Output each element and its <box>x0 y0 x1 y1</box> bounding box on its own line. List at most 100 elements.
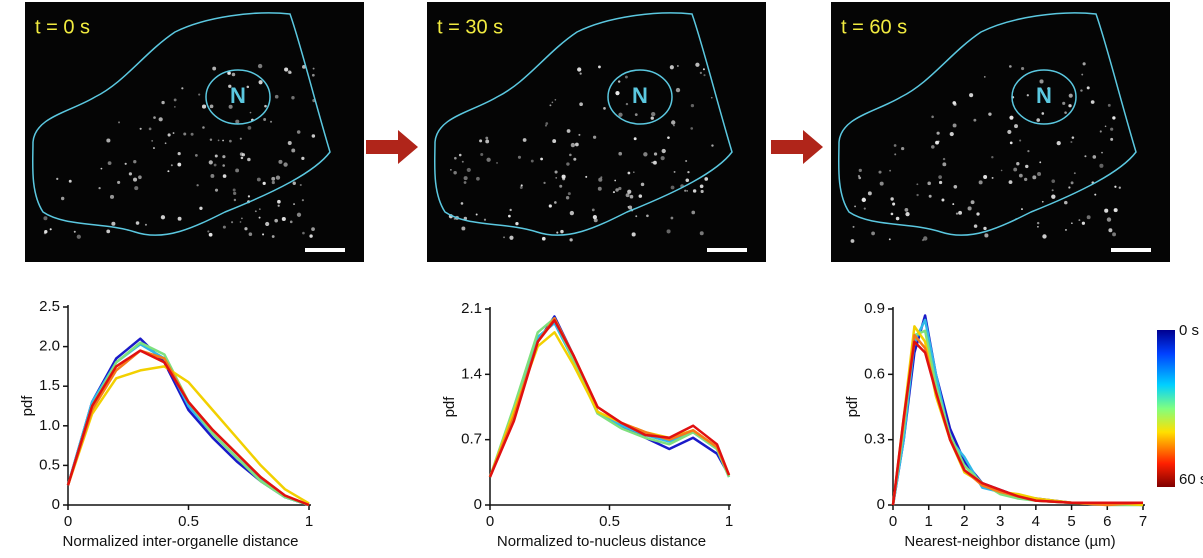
organelle <box>483 218 487 221</box>
organelle <box>983 226 987 231</box>
organelle <box>670 216 674 220</box>
organelle <box>479 139 483 143</box>
organelle <box>1021 66 1025 71</box>
organelle <box>952 101 957 105</box>
organelle <box>858 168 862 173</box>
organelle <box>139 127 142 130</box>
organelle <box>651 161 654 164</box>
organelle <box>485 139 490 144</box>
organelle <box>177 162 182 167</box>
organelle <box>517 155 522 159</box>
organelle <box>271 235 275 238</box>
image-panel: Nt = 30 s <box>427 2 766 262</box>
organelle <box>222 164 225 167</box>
organelle <box>650 116 654 120</box>
time-label: t = 0 s <box>35 16 90 38</box>
organelle <box>475 213 478 216</box>
series-line <box>488 317 731 478</box>
organelle <box>311 134 316 138</box>
organelle <box>618 151 623 156</box>
organelle <box>292 181 296 185</box>
organelle <box>1078 219 1081 221</box>
organelle <box>890 197 894 201</box>
organelle <box>76 234 81 239</box>
organelle <box>247 126 252 130</box>
organelle <box>690 104 695 108</box>
organelle <box>1016 162 1020 166</box>
organelle <box>660 156 665 161</box>
y-tick-label: 0.7 <box>461 431 482 448</box>
organelle <box>1009 141 1013 145</box>
organelle <box>117 180 121 184</box>
organelle <box>100 167 103 170</box>
organelle <box>598 65 601 69</box>
organelle <box>970 200 975 205</box>
organelle <box>519 186 523 189</box>
organelle <box>685 159 688 163</box>
organelle <box>952 123 957 128</box>
organelle <box>212 66 217 71</box>
x-tick-label: 1 <box>925 513 933 530</box>
organelle <box>202 126 205 129</box>
organelle <box>106 229 111 234</box>
x-tick-label: 1 <box>305 513 313 530</box>
organelle <box>49 228 52 231</box>
organelle <box>530 159 534 163</box>
organelle <box>1039 161 1042 164</box>
organelle <box>311 227 315 231</box>
x-tick-label: 0.5 <box>178 513 199 530</box>
organelle <box>567 192 571 196</box>
organelle <box>208 160 213 165</box>
organelle <box>952 203 955 206</box>
organelle <box>890 212 894 216</box>
organelle <box>232 188 236 192</box>
organelle <box>1065 228 1067 231</box>
organelle <box>201 104 207 109</box>
organelle <box>301 156 305 160</box>
organelle <box>633 171 635 173</box>
organelle <box>134 186 139 191</box>
organelle <box>170 164 173 167</box>
organelle <box>695 62 700 67</box>
organelle <box>222 225 226 229</box>
organelle <box>217 139 220 142</box>
organelle <box>1070 140 1073 144</box>
organelle <box>942 162 947 167</box>
organelle <box>1107 103 1111 107</box>
organelle <box>931 145 935 149</box>
organelle <box>1068 93 1073 98</box>
organelle <box>618 186 622 191</box>
organelle <box>687 170 690 174</box>
organelle <box>973 118 977 122</box>
organelle <box>214 154 218 158</box>
organelle <box>585 175 588 178</box>
organelle <box>231 221 234 224</box>
organelle <box>667 136 670 139</box>
organelle <box>1070 181 1074 185</box>
organelle <box>210 174 215 178</box>
organelle <box>453 171 457 175</box>
x-axis-label: Normalized to-nucleus distance <box>497 533 706 550</box>
y-tick-label: 2.1 <box>461 300 482 317</box>
series-line <box>891 329 1143 507</box>
organelle <box>1062 101 1066 105</box>
organelle <box>262 181 266 186</box>
organelle <box>274 218 278 223</box>
x-tick-label: 7 <box>1139 513 1147 530</box>
organelle <box>1019 139 1022 142</box>
image-panel: Nt = 60 s <box>831 2 1170 262</box>
series-line <box>891 340 1143 506</box>
organelle <box>1080 89 1083 92</box>
organelle <box>281 216 286 222</box>
organelle <box>199 206 203 210</box>
organelle <box>612 191 615 194</box>
organelle <box>1064 111 1067 114</box>
y-tick-label: 0 <box>877 496 885 513</box>
organelle <box>312 67 315 70</box>
organelle <box>653 152 658 156</box>
organelle <box>1039 79 1044 84</box>
organelle <box>56 177 59 180</box>
organelle <box>515 222 519 226</box>
organelle <box>1051 189 1054 192</box>
organelle <box>936 131 940 135</box>
